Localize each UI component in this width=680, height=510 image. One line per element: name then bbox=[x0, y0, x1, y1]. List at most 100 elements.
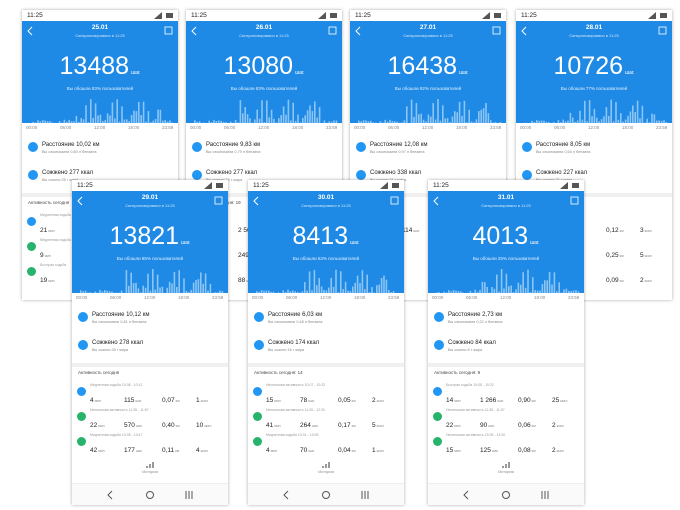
time-label: 12:00 bbox=[422, 125, 434, 130]
chart-bar bbox=[448, 290, 450, 293]
icon-circle bbox=[78, 340, 88, 350]
nav-bar bbox=[248, 483, 404, 505]
chart-bar bbox=[102, 120, 104, 123]
value: 0,05 bbox=[338, 397, 351, 404]
chart-bar bbox=[126, 119, 128, 123]
unit: км bbox=[351, 449, 356, 453]
back-arrow bbox=[521, 26, 527, 36]
step-count: 16438 bbox=[387, 52, 458, 80]
value: 21 bbox=[40, 227, 48, 234]
unit: мин bbox=[98, 449, 105, 453]
chart-bar bbox=[254, 119, 256, 123]
activity-chart bbox=[524, 99, 668, 123]
percent-text: Вы обошли 77% пользователей bbox=[560, 86, 628, 91]
value: 0,90 bbox=[518, 397, 531, 404]
distance-note: Вы сэкономили 0,80 л бензина bbox=[42, 150, 97, 154]
chart-bar bbox=[202, 283, 204, 293]
chart-bar bbox=[443, 291, 445, 293]
chart-bar bbox=[591, 116, 593, 123]
chart-bar bbox=[394, 121, 396, 123]
chart-bar bbox=[406, 106, 408, 123]
activity-icon bbox=[77, 412, 86, 421]
value: 0,11 bbox=[162, 447, 175, 454]
value: 9 bbox=[40, 252, 44, 259]
chart-bar bbox=[570, 291, 572, 293]
activity-value: 15мин bbox=[266, 389, 281, 407]
unit: км bbox=[175, 449, 180, 453]
chart-bar bbox=[142, 101, 145, 123]
icon-circle bbox=[434, 340, 444, 350]
unit: мин bbox=[454, 424, 461, 428]
unit: мин bbox=[48, 229, 55, 233]
activity-value: 4ккал bbox=[196, 439, 208, 457]
signal bbox=[482, 12, 490, 19]
activity-name: Медленная ходьба 13:01 - 13:05 bbox=[266, 433, 319, 437]
chart-bar bbox=[256, 291, 258, 293]
distance-note: Вы сэкономили 0,79 л бензина bbox=[206, 150, 261, 154]
chart-bar bbox=[104, 120, 106, 123]
chart-bar bbox=[544, 280, 546, 293]
chart-bar bbox=[140, 115, 142, 123]
chart-bar bbox=[653, 114, 656, 123]
chart-bar bbox=[534, 290, 536, 293]
chart-bar bbox=[183, 278, 185, 293]
battery bbox=[572, 183, 579, 188]
icon-circle bbox=[254, 340, 264, 350]
chart-bar bbox=[296, 292, 299, 293]
activity-value: 25ккал bbox=[552, 389, 567, 407]
chart-bar bbox=[368, 292, 371, 293]
calories-icon bbox=[356, 170, 366, 180]
chart-bar bbox=[588, 100, 591, 123]
activity-value: 570шаг. bbox=[124, 414, 142, 432]
chart-bar bbox=[144, 287, 147, 293]
divider bbox=[72, 363, 228, 367]
activity-value: 0,17км bbox=[338, 414, 356, 432]
activity-value: 125шаг. bbox=[480, 439, 498, 457]
time-label: 12:00 bbox=[144, 295, 156, 300]
chart-bar bbox=[379, 121, 382, 123]
activity-value: 41мин bbox=[266, 414, 281, 432]
chart-bar bbox=[166, 287, 168, 293]
step-unit: шаг. bbox=[181, 240, 191, 246]
chart-bar bbox=[572, 290, 575, 293]
chart-bar bbox=[579, 110, 581, 123]
chart-bar bbox=[311, 290, 313, 293]
chart-bar bbox=[660, 120, 663, 123]
chart-bar bbox=[168, 281, 171, 293]
unit: мин bbox=[274, 399, 281, 403]
chart-bar bbox=[306, 110, 309, 123]
chart-bar bbox=[328, 121, 330, 123]
chart-bar bbox=[94, 103, 97, 123]
chart-bar bbox=[562, 119, 564, 123]
activity-title: Активность сегодня bbox=[28, 200, 70, 205]
chart-bar bbox=[171, 283, 173, 293]
activity-value: 2ккал bbox=[552, 439, 564, 457]
icon-bar bbox=[508, 462, 510, 468]
chart-bar bbox=[615, 101, 617, 123]
chart-bar bbox=[111, 102, 114, 123]
sync-text: Синхронизировано в 11:25 bbox=[569, 33, 619, 38]
activity-icon bbox=[27, 217, 36, 226]
chart-bar bbox=[376, 285, 378, 293]
activity-value: 0,12км bbox=[606, 219, 624, 237]
chart-bar bbox=[116, 99, 118, 123]
chart-bar bbox=[545, 121, 548, 123]
chart-bar bbox=[403, 120, 406, 123]
unit: шаг. bbox=[135, 449, 143, 453]
distance: Расстояние 8,05 км bbox=[536, 142, 591, 148]
chart-bar bbox=[256, 109, 258, 123]
chart-bar bbox=[422, 119, 425, 123]
icon-circle bbox=[356, 142, 366, 152]
chart-bar bbox=[104, 290, 106, 293]
phone-screen: 11:25 29.01 Синхронизировано в 11:25 13821 ш… bbox=[72, 180, 228, 505]
calories: Сожжено 277 ккал bbox=[42, 170, 94, 176]
divider bbox=[516, 193, 672, 197]
steps-row: 10726 шаг. bbox=[516, 52, 672, 81]
chart-bar bbox=[156, 274, 159, 293]
chart-bar bbox=[97, 115, 99, 123]
icon-bar bbox=[328, 462, 330, 468]
chart-bar bbox=[282, 290, 284, 293]
chart-bar bbox=[90, 99, 92, 123]
icon-bar bbox=[505, 464, 507, 468]
step-unit: шаг. bbox=[459, 70, 469, 76]
